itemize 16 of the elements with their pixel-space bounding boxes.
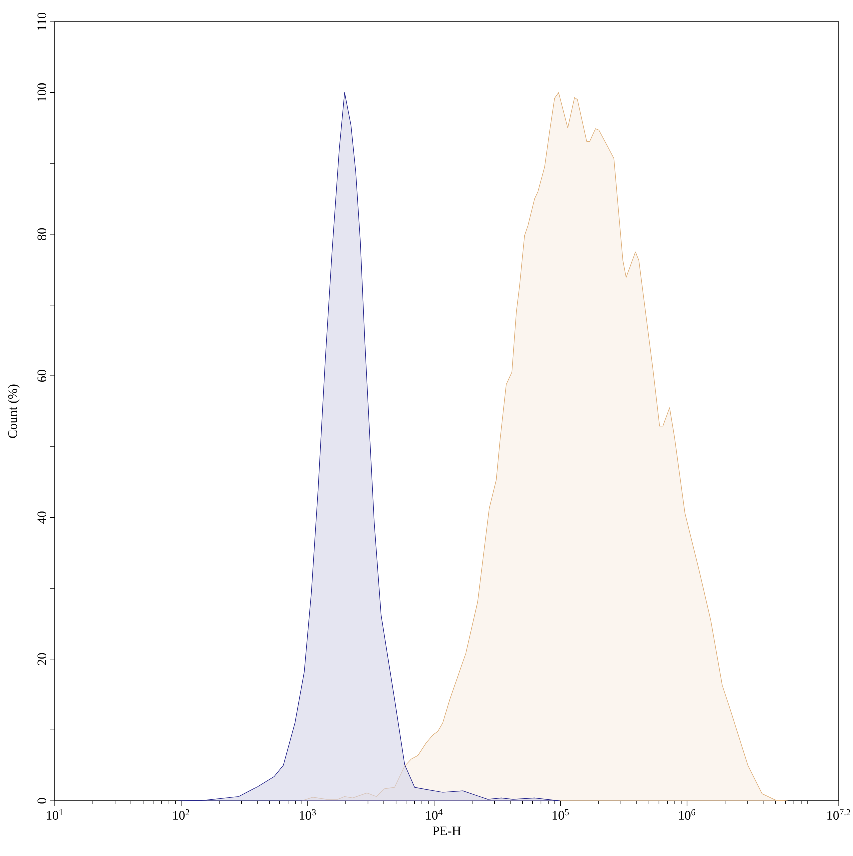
x-tick-label: 10$^{4}$: [426, 810, 443, 820]
x-tick-label: 10$^{5}$: [552, 810, 569, 820]
x-tick-label: 10$^{1}$: [47, 810, 63, 820]
y-tick-label: 20: [38, 653, 46, 666]
y-tick-label: 80: [38, 228, 46, 240]
y-axis-title: Count (%): [8, 384, 20, 438]
y-tick-label: 40: [38, 512, 46, 524]
y-tick-label: 100: [38, 84, 46, 102]
y-tick-label: 60: [38, 370, 46, 382]
y-tick-label: 0: [38, 798, 46, 804]
x-tick-label: 10$^{7.2}$: [828, 810, 850, 820]
x-tick-label: 10$^{6}$: [679, 810, 696, 820]
x-tick-label: 10$^{3}$: [300, 810, 316, 820]
x-axis-title: PE-H: [432, 826, 462, 836]
y-tick-label: 110: [38, 12, 46, 30]
x-tick-label: 10$^{2}$: [174, 810, 190, 820]
